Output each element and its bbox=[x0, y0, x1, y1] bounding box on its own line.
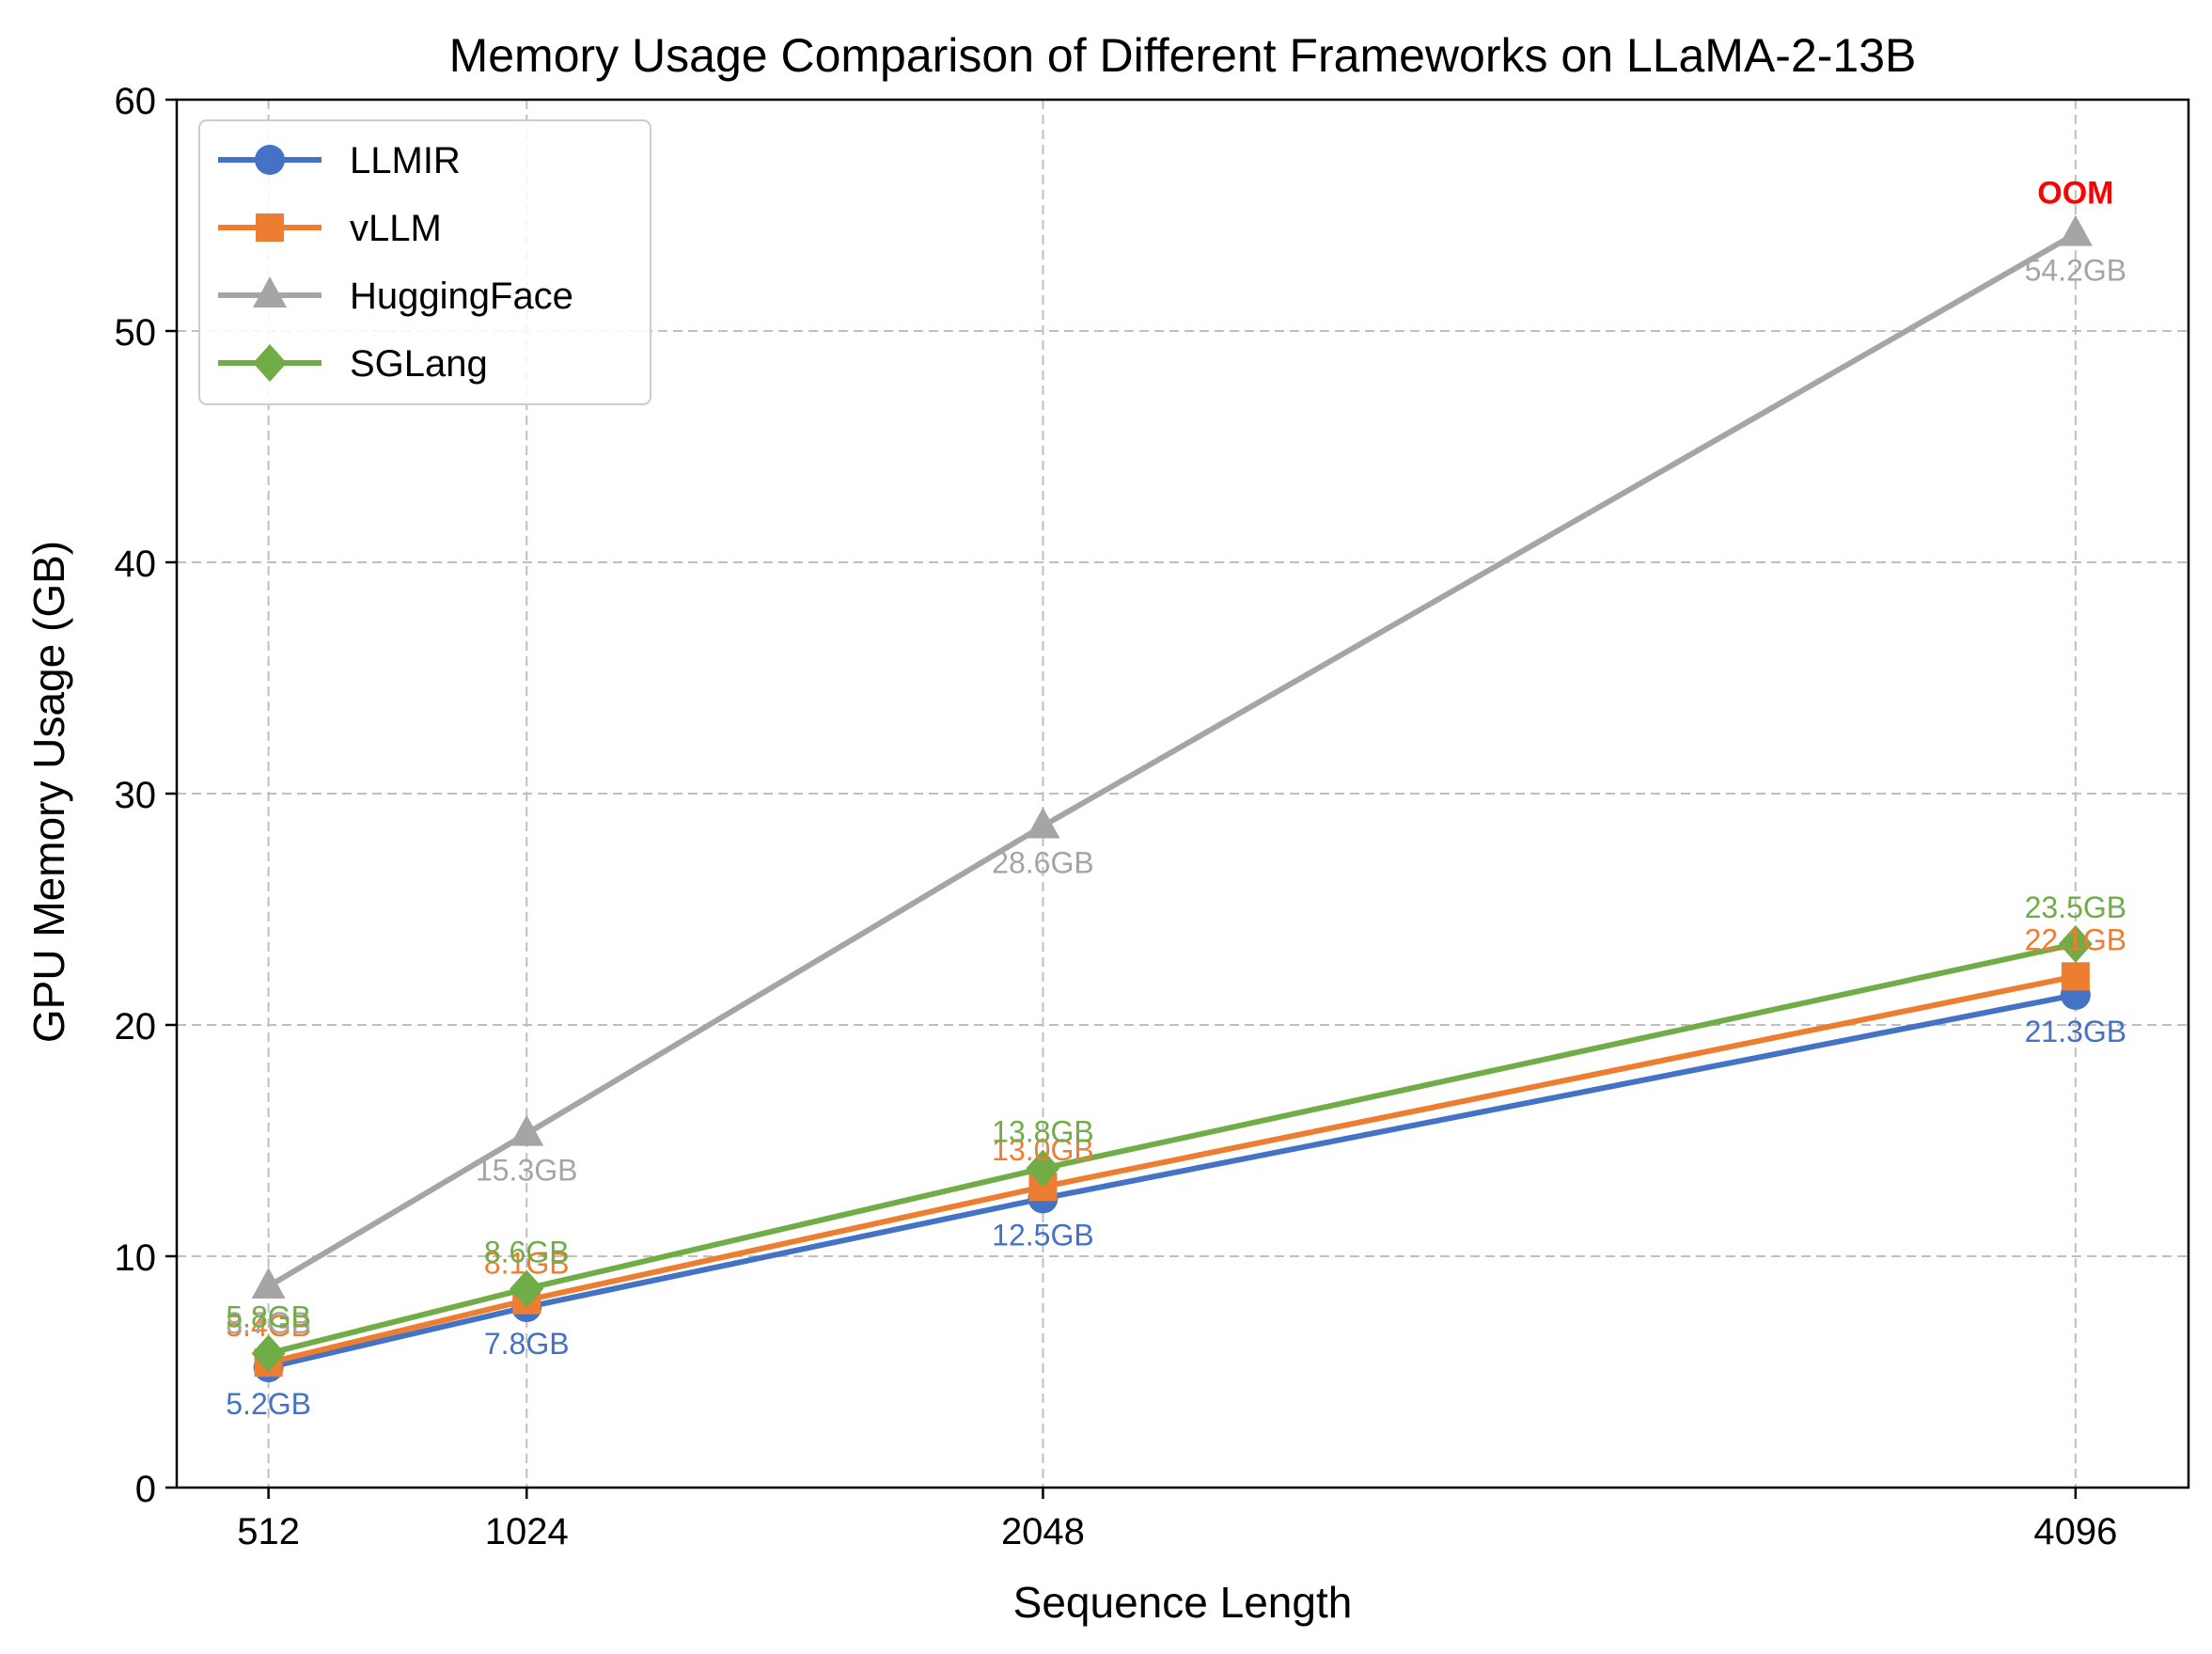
data-point-huggingface bbox=[510, 1114, 544, 1146]
data-point-huggingface bbox=[251, 1267, 286, 1299]
legend-item-llmir: LLMIR bbox=[218, 140, 461, 181]
data-label-huggingface: 8.7GB bbox=[226, 1306, 311, 1340]
legend-item-sglang: SGLang bbox=[218, 343, 488, 385]
legend-label-llmir: LLMIR bbox=[350, 140, 461, 181]
x-tick-label: 4096 bbox=[2033, 1511, 2117, 1552]
y-axis-label: GPU Memory Usage (GB) bbox=[24, 541, 73, 1043]
data-point-sglang bbox=[1026, 1149, 1060, 1188]
data-point-huggingface bbox=[1026, 807, 1060, 839]
y-tick-label: 10 bbox=[115, 1237, 157, 1279]
legend-marker-vllm bbox=[256, 213, 284, 242]
x-tick-label: 512 bbox=[237, 1511, 300, 1552]
x-axis-label: Sequence Length bbox=[1013, 1578, 1353, 1627]
y-tick-label: 60 bbox=[115, 81, 157, 122]
series-group bbox=[251, 214, 2093, 1383]
data-label-llmir: 7.8GB bbox=[484, 1327, 570, 1361]
legend: LLMIR vLLM HuggingFace SGLang bbox=[198, 119, 651, 405]
y-tick-label: 40 bbox=[115, 543, 157, 585]
x-tick-label: 1024 bbox=[485, 1511, 569, 1552]
grid bbox=[177, 100, 2188, 1488]
data-label-vllm: 13.0GB bbox=[992, 1133, 1094, 1167]
series-huggingface bbox=[251, 214, 2093, 1299]
x-tick-label: 2048 bbox=[1001, 1511, 1085, 1552]
chart-title: Memory Usage Comparison of Different Fra… bbox=[449, 29, 1917, 82]
legend-label-huggingface: HuggingFace bbox=[350, 276, 573, 317]
data-point-sglang bbox=[251, 1334, 286, 1373]
series-line-huggingface bbox=[267, 231, 2078, 1289]
series-line-llmir bbox=[267, 992, 2077, 1371]
data-point-sglang bbox=[510, 1269, 544, 1308]
data-label-llmir: 21.3GB bbox=[2025, 1015, 2127, 1048]
legend-item-huggingface: HuggingFace bbox=[218, 276, 573, 317]
data-label-huggingface: 54.2GB bbox=[2025, 254, 2127, 288]
series-line-sglang bbox=[267, 940, 2077, 1357]
y-tick-label: 50 bbox=[115, 312, 157, 354]
data-label-vllm: 8.1GB bbox=[484, 1247, 570, 1281]
data-point-vllm bbox=[2061, 962, 2090, 991]
data-label-huggingface: 15.3GB bbox=[476, 1154, 578, 1188]
legend-item-vllm: vLLM bbox=[218, 208, 442, 249]
data-label-llmir: 5.2GB bbox=[226, 1387, 311, 1421]
data-label-sglang: 13.8GB bbox=[992, 1115, 1094, 1149]
data-label-sglang: 23.5GB bbox=[2025, 890, 2127, 924]
series-sglang bbox=[251, 924, 2093, 1373]
y-tick-label: 30 bbox=[115, 775, 157, 816]
legend-marker-llmir bbox=[255, 145, 285, 175]
data-label-sglang: 8.6GB bbox=[484, 1235, 570, 1268]
value-labels: 5.2GB 7.8GB 12.5GB 21.3GB 5.4GB 8.1GB 13.0GB 22… bbox=[226, 175, 2126, 1421]
legend-label-vllm: vLLM bbox=[350, 208, 442, 249]
series-line-vllm bbox=[267, 973, 2077, 1366]
y-tick-label: 0 bbox=[135, 1469, 156, 1510]
data-point-huggingface bbox=[2058, 214, 2093, 246]
legend-label-sglang: SGLang bbox=[350, 343, 488, 385]
data-point-sglang bbox=[2058, 924, 2093, 963]
data-label-vllm: 5.4GB bbox=[226, 1309, 311, 1343]
data-label-llmir: 12.5GB bbox=[992, 1219, 1094, 1252]
data-label-vllm: 22.1GB bbox=[2025, 922, 2127, 956]
legend-marker-sglang bbox=[253, 344, 287, 382]
legend-marker-huggingface bbox=[253, 276, 287, 307]
y-tick-label: 20 bbox=[115, 1006, 157, 1048]
annotation-oom: OOM bbox=[2037, 175, 2113, 211]
legend-box bbox=[198, 119, 651, 405]
data-label-huggingface: 28.6GB bbox=[992, 845, 1094, 879]
data-label-sglang: 5.8GB bbox=[226, 1300, 311, 1333]
axis-ticks: 0 10 20 30 40 50 60 512 1024 2048 4096 bbox=[115, 81, 2118, 1552]
